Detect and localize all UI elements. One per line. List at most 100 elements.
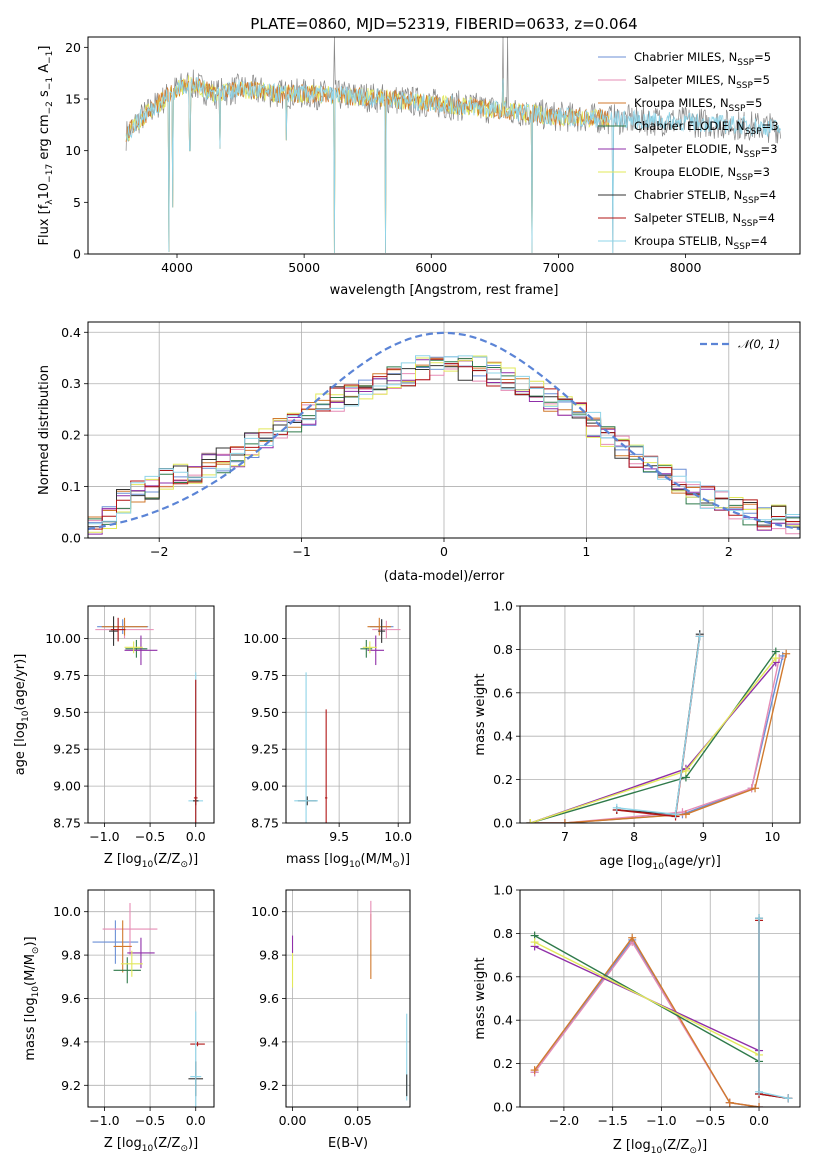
y-tick-label: 0.4 <box>61 325 81 340</box>
label-part: Salpeter ELODIE, N <box>634 142 744 156</box>
weight-line <box>530 653 787 823</box>
label-part: SSP <box>742 196 759 206</box>
axes-frame <box>285 605 411 824</box>
label-part: (Z/Z <box>153 852 180 867</box>
label-part: SSP <box>729 104 746 114</box>
label-part: =4 <box>750 234 767 248</box>
x-tick-label: 0.0 <box>186 829 206 844</box>
weight-line <box>758 918 789 1099</box>
label-part: )] <box>400 852 410 867</box>
y-tick-label: 10.00 <box>243 631 279 646</box>
label-part: −1 <box>45 51 55 64</box>
label-part: −2 <box>45 101 55 114</box>
gaussian-curve <box>88 331 800 531</box>
plot-area <box>294 617 401 823</box>
label-part: ] <box>37 46 52 51</box>
legend-label: Kroupa MILES, NSSP=5 <box>634 96 762 114</box>
y-tick-label: 20 <box>65 40 81 55</box>
label-part: =5 <box>754 50 771 64</box>
x-tick-label: −2 <box>150 544 168 559</box>
label-part: Kroupa STELIB, N <box>634 234 734 248</box>
y-tick-label: 0.4 <box>493 729 513 744</box>
weight-line <box>530 657 780 823</box>
y-tick-label: 0.0 <box>493 1100 513 1115</box>
label-part: (M/M <box>23 954 38 986</box>
y-tick-label: 9.4 <box>61 1034 81 1049</box>
y-tick-label: 1.0 <box>493 599 513 614</box>
label-part: age [log <box>13 722 28 775</box>
x-tick-label: −1.0 <box>89 1113 119 1128</box>
mass-vs-age-panel: 9.5 10.0 8.75 9.00 9.25 9.50 9.75 10.00 mass [lo… <box>243 605 412 870</box>
axes-frame <box>87 605 215 824</box>
spectrum-model-line <box>125 77 782 254</box>
label-part: mass [log <box>23 997 38 1060</box>
spectrum-model-line <box>125 77 610 254</box>
label-part: −1 <box>45 77 55 90</box>
y-axis-label: mass weight <box>473 957 488 1039</box>
legend-label: Kroupa ELODIE, NSSP=3 <box>634 165 770 183</box>
spectrum-data-line <box>125 37 782 254</box>
histogram-line <box>88 355 800 525</box>
x-tick-label: 10.0 <box>384 829 412 844</box>
y-tick-label: 0.4 <box>493 1013 513 1028</box>
y-tick-label: 0.0 <box>493 816 513 831</box>
weight-line <box>616 636 701 816</box>
legend-label: Chabrier STELIB, NSSP=4 <box>634 188 776 206</box>
label-part: 10 <box>31 986 41 998</box>
label-part: )] <box>697 1138 707 1153</box>
x-tick-label: −2.0 <box>549 1113 579 1128</box>
label-part: A <box>37 64 52 77</box>
y-axis-label: mass weight <box>473 673 488 755</box>
label-part: (Z/Z <box>662 1138 689 1153</box>
label-part: ⊙ <box>180 860 188 870</box>
y-tick-label: 9.75 <box>251 668 279 683</box>
y-tick-label: 0.0 <box>61 531 81 546</box>
label-part: −17 <box>45 164 55 183</box>
x-tick-label: 9 <box>699 829 707 844</box>
y-tick-label: 10.00 <box>45 631 81 646</box>
label-part: =5 <box>745 96 762 110</box>
x-tick-label: 0 <box>440 544 448 559</box>
label-part: )] <box>23 936 38 946</box>
label-part: SSP <box>744 150 761 160</box>
legend-label: Chabrier MILES, NSSP=5 <box>634 50 771 68</box>
weight-line <box>534 941 760 1056</box>
label-part: SSP <box>736 81 753 91</box>
z-vs-age-panel: −1.0 −0.5 0.0 8.75 9.00 9.25 9.50 9.75 10.00 Z [l… <box>13 605 215 870</box>
axes-frame <box>87 889 215 1108</box>
axes-frame <box>285 889 411 1108</box>
label-part: SSP <box>745 127 762 137</box>
label-part: Z [log <box>613 1138 651 1153</box>
legend-label: Kroupa STELIB, NSSP=4 <box>634 234 767 252</box>
label-part: (M/M <box>361 852 393 867</box>
y-axis-label: Normed distribution <box>37 365 52 495</box>
x-axis-label: Z [log10(Z/Z⊙)] <box>104 852 198 870</box>
x-tick-label: 7 <box>561 829 569 844</box>
spectrum-model-line <box>125 75 610 254</box>
x-axis-label: age [log10(age/yr)] <box>599 854 721 872</box>
label-part: erg cm <box>37 114 52 163</box>
x-tick-label: −0.5 <box>135 829 165 844</box>
label-part: 10 <box>21 710 31 722</box>
label-part: =4 <box>759 188 776 202</box>
label-part: ⊙ <box>180 1144 188 1154</box>
y-tick-label: 9.2 <box>259 1078 279 1093</box>
axes-frame <box>519 889 801 1108</box>
label-part: λ <box>45 199 55 205</box>
plot-area <box>92 903 205 1107</box>
y-tick-label: 0.8 <box>493 926 513 941</box>
x-tick-label: 4000 <box>161 260 193 275</box>
x-tick-label: −0.5 <box>135 1113 165 1128</box>
plot-area <box>95 616 204 823</box>
label-part: SSP <box>741 219 758 229</box>
label-part: =3 <box>761 142 778 156</box>
weight-line <box>530 651 777 823</box>
label-part: ⊙ <box>31 947 41 955</box>
y-tick-label: 9.8 <box>259 948 279 963</box>
x-axis-label: Z [log10(Z/Z⊙)] <box>613 1138 707 1156</box>
y-tick-label: 9.50 <box>251 705 279 720</box>
y-tick-label: 9.50 <box>53 705 81 720</box>
x-tick-label: −1.0 <box>89 829 119 844</box>
x-tick-label: 5000 <box>288 260 320 275</box>
